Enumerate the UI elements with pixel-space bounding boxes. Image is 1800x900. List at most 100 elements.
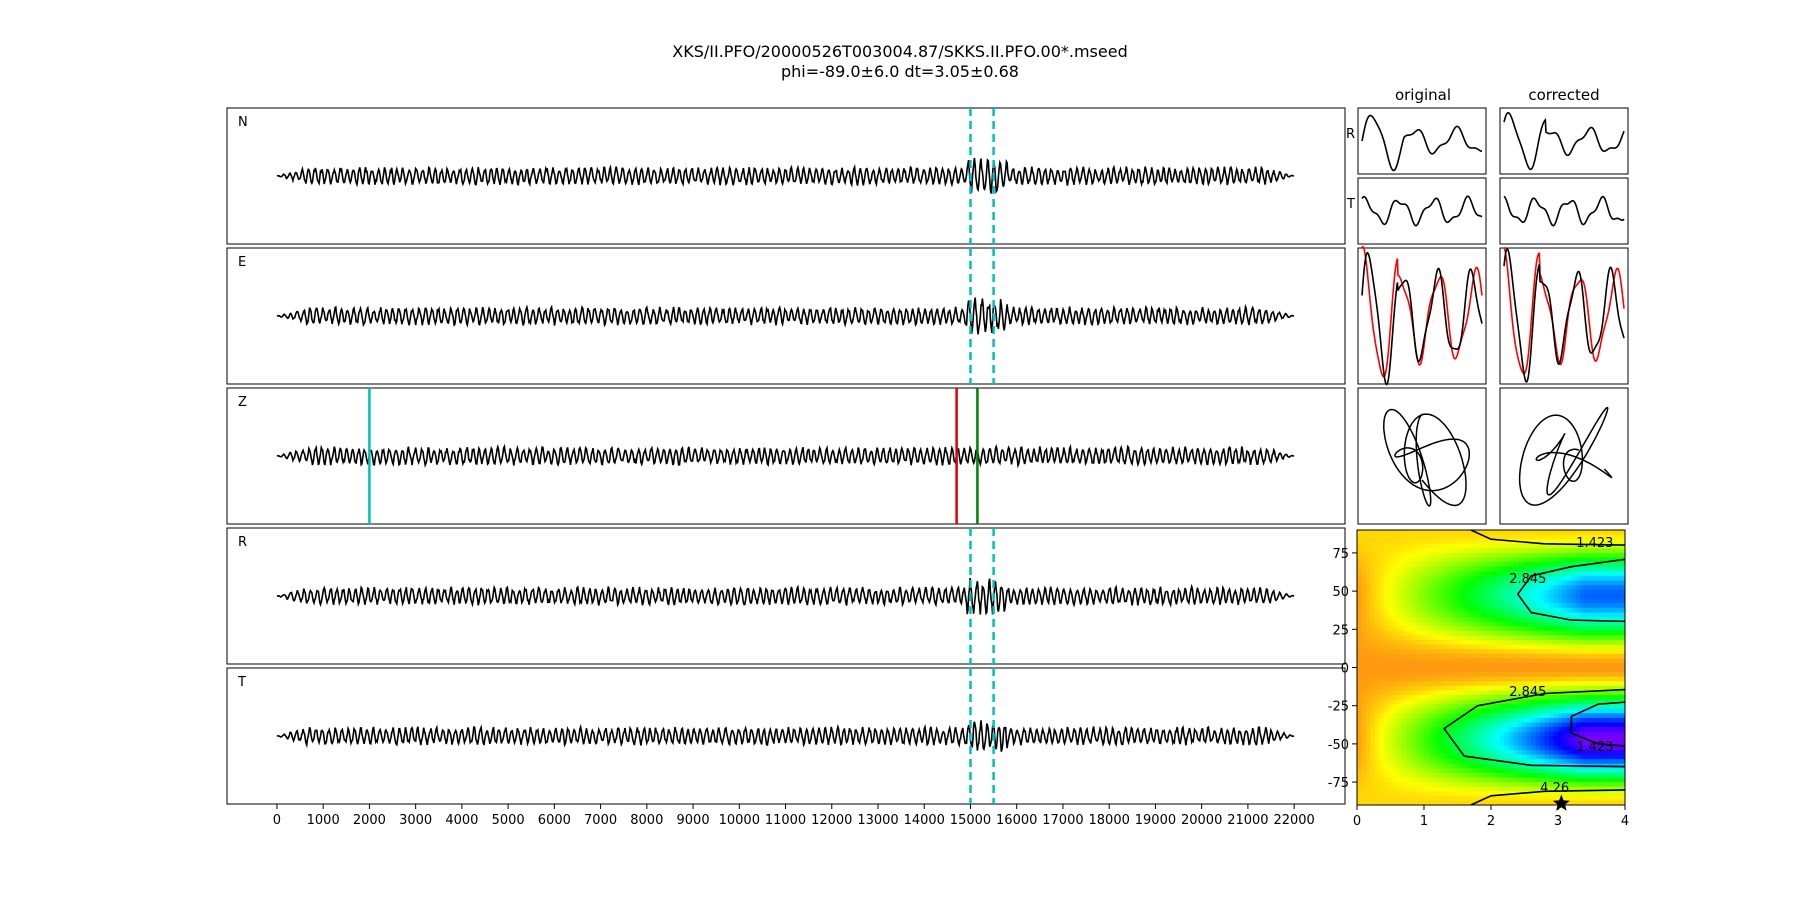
heatmap-cell (1383, 621, 1389, 627)
heatmap-cell (1437, 626, 1443, 632)
heatmap-cell (1432, 795, 1438, 802)
heatmap-cell (1482, 589, 1488, 595)
heatmap-cell (1406, 800, 1412, 805)
heatmap-cell (1361, 571, 1367, 577)
heatmap-cell (1370, 594, 1376, 600)
heatmap-cell (1370, 713, 1376, 719)
heatmap-cell (1379, 658, 1385, 664)
heatmap-cell (1424, 713, 1430, 719)
heatmap-cell (1517, 534, 1523, 540)
heatmap-cell (1491, 594, 1497, 600)
heatmap-cell (1370, 681, 1376, 687)
heatmap-cell (1392, 612, 1398, 618)
heatmap-cell (1450, 552, 1456, 559)
heatmap-cell (1374, 676, 1380, 682)
heatmap-cell (1580, 580, 1586, 586)
heatmap-cell (1589, 539, 1595, 545)
heatmap-cell (1392, 750, 1398, 756)
heatmap-cell (1616, 768, 1622, 774)
heatmap-cell (1598, 736, 1604, 742)
heatmap-cell (1464, 791, 1470, 797)
heatmap-cell (1549, 598, 1555, 604)
heatmap-cell (1441, 662, 1447, 669)
heatmap-cell (1397, 667, 1403, 673)
heatmap-cell (1486, 795, 1492, 802)
heatmap-cell (1531, 695, 1537, 701)
heatmap-cell (1593, 772, 1599, 779)
heatmap-cell (1598, 617, 1604, 623)
heatmap-cell (1553, 704, 1559, 710)
heatmap-cell (1383, 772, 1389, 779)
heatmap-cell (1535, 607, 1541, 614)
heatmap-cell (1513, 530, 1519, 536)
heatmap-cell (1482, 740, 1488, 747)
heatmap-cell (1580, 791, 1586, 797)
heatmap-cell (1589, 795, 1595, 802)
heatmap-cell (1553, 580, 1559, 586)
heatmap-cell (1602, 795, 1608, 802)
heatmap-cell (1566, 768, 1572, 774)
heatmap-cell (1491, 754, 1497, 760)
heatmap-cell (1374, 649, 1380, 655)
heatmap-cell (1611, 598, 1617, 604)
heatmap-cell (1575, 754, 1581, 760)
heatmap-cell (1357, 754, 1363, 760)
heatmap-cell (1361, 795, 1367, 802)
heatmap-cell (1522, 676, 1528, 682)
heatmap-cell (1383, 782, 1389, 788)
heatmap-cell (1374, 763, 1380, 769)
heatmap-cell (1473, 585, 1479, 591)
heatmap-cell (1437, 695, 1443, 701)
heatmap-cell (1558, 562, 1564, 568)
heatmap-cell (1406, 543, 1412, 549)
heatmap-cell (1419, 612, 1425, 618)
heatmap-cell (1415, 727, 1421, 733)
heatmap-cell (1468, 791, 1474, 797)
heatmap-cell (1593, 649, 1599, 655)
heatmap-cell (1571, 571, 1577, 577)
heatmap-cell (1379, 548, 1385, 554)
heatmap-cell (1428, 580, 1434, 586)
heatmap-cell (1589, 612, 1595, 618)
heatmap-cell (1446, 782, 1452, 788)
heatmap-cell (1531, 626, 1537, 632)
heatmap-cell (1459, 777, 1465, 783)
heatmap-cell (1437, 562, 1443, 568)
heatmap-cell (1508, 557, 1514, 563)
heatmap-cell (1388, 795, 1394, 802)
heatmap-cell (1383, 580, 1389, 586)
heatmap-cell (1499, 731, 1505, 737)
heatmap-cell (1482, 777, 1488, 783)
heatmap-cell (1392, 727, 1398, 733)
heatmap-cell (1424, 699, 1430, 705)
heatmap-cell (1432, 649, 1438, 655)
heatmap-cell (1446, 800, 1452, 805)
heatmap-cell (1522, 552, 1528, 559)
heatmap-cell (1611, 575, 1617, 582)
heatmap-cell (1491, 727, 1497, 733)
heatmap-cell (1419, 667, 1425, 673)
heatmap-cell (1620, 653, 1625, 659)
heatmap-cell (1593, 795, 1599, 802)
heatmap-cell (1419, 539, 1425, 545)
heatmap-cell (1508, 598, 1514, 604)
heatmap-cell (1477, 768, 1483, 774)
heatmap-cell (1383, 717, 1389, 724)
heatmap-cell (1406, 640, 1412, 646)
heatmap-cell (1558, 736, 1564, 742)
heatmap-cell (1571, 543, 1577, 549)
heatmap-cell (1544, 786, 1550, 792)
heatmap-cell (1580, 607, 1586, 614)
heatmap-cell (1428, 552, 1434, 559)
heatmap-cell (1374, 635, 1380, 641)
heatmap-cell (1374, 736, 1380, 742)
heatmap-cell (1406, 717, 1412, 724)
heatmap-cell (1468, 562, 1474, 568)
heatmap-cell (1531, 557, 1537, 563)
heatmap-cell (1535, 676, 1541, 682)
heatmap-cell (1432, 763, 1438, 769)
heatmap-cell (1531, 612, 1537, 618)
heatmap-cell (1477, 589, 1483, 595)
heatmap-cell (1522, 672, 1528, 678)
heatmap-cell (1553, 772, 1559, 779)
